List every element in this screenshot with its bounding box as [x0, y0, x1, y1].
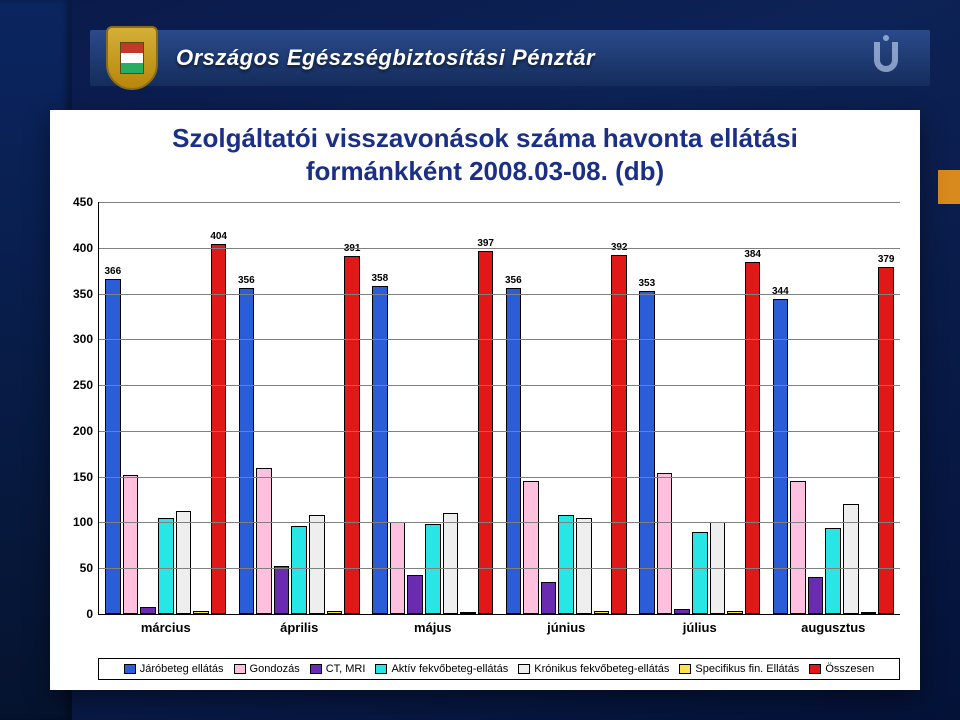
bar: 379 [878, 267, 894, 614]
legend-label: Összesen [825, 663, 874, 675]
legend-label: Krónikus fekvőbeteg-ellátás [534, 663, 669, 675]
category-label: április [233, 614, 367, 635]
legend-label: Specifikus fin. Ellátás [695, 663, 799, 675]
bar-group: 356391április [233, 202, 367, 614]
bar [309, 515, 325, 614]
y-tick: 300 [73, 332, 93, 346]
chart-title: Szolgáltatói visszavonások száma havonta… [50, 110, 920, 187]
bar [523, 481, 539, 614]
chart-title-line1: Szolgáltatói visszavonások száma havonta… [120, 122, 850, 155]
bar-value-label: 404 [210, 231, 227, 242]
legend-swatch [518, 664, 530, 674]
bar-group: 366404március [99, 202, 233, 614]
bar [407, 575, 423, 614]
crest-icon [106, 26, 158, 90]
y-tick: 0 [86, 607, 93, 621]
bar-group: 358397május [366, 202, 500, 614]
legend-item: Aktív fekvőbeteg-ellátás [375, 663, 508, 675]
legend-item: CT, MRI [310, 663, 366, 675]
org-logo-icon [862, 32, 910, 85]
bar: 384 [745, 262, 761, 614]
y-tick: 50 [80, 561, 93, 575]
bar: 404 [211, 244, 227, 614]
y-tick: 450 [73, 195, 93, 209]
bar-value-label: 358 [371, 273, 388, 284]
bar [843, 504, 859, 614]
chart-card: Szolgáltatói visszavonások száma havonta… [50, 110, 920, 690]
bar [558, 515, 574, 614]
bar-group: 353384július [633, 202, 767, 614]
side-tab [938, 170, 960, 204]
category-label: március [99, 614, 233, 635]
legend-label: Járóbeteg ellátás [140, 663, 224, 675]
legend-item: Gondozás [234, 663, 300, 675]
bar: 366 [105, 279, 121, 614]
bar [576, 518, 592, 614]
chart-plot: 366404március356391április358397május356… [98, 202, 900, 615]
bar [692, 532, 708, 614]
legend-item: Összesen [809, 663, 874, 675]
bar: 356 [239, 288, 255, 614]
bar [443, 513, 459, 614]
legend-swatch [679, 664, 691, 674]
bar-value-label: 344 [772, 286, 789, 297]
category-label: május [366, 614, 500, 635]
bar [158, 518, 174, 614]
bar [790, 481, 806, 614]
bar: 391 [344, 256, 360, 614]
bar [274, 566, 290, 614]
y-tick: 400 [73, 241, 93, 255]
chart-legend: Járóbeteg ellátás Gondozás CT, MRI Aktív fe… [98, 658, 900, 680]
app-header: Országos Egészségbiztosítási Pénztár [90, 30, 930, 86]
legend-swatch [124, 664, 136, 674]
bar: 392 [611, 255, 627, 614]
legend-label: Gondozás [250, 663, 300, 675]
bar [541, 582, 557, 614]
bar [176, 511, 192, 614]
y-tick: 100 [73, 515, 93, 529]
y-tick: 350 [73, 287, 93, 301]
legend-swatch [809, 664, 821, 674]
bar-value-label: 366 [104, 266, 121, 277]
bar-group: 344379augusztus [767, 202, 901, 614]
bar-group: 356392június [500, 202, 634, 614]
legend-label: Aktív fekvőbeteg-ellátás [391, 663, 508, 675]
legend-item: Járóbeteg ellátás [124, 663, 224, 675]
category-label: július [633, 614, 767, 635]
bar-value-label: 356 [238, 275, 255, 286]
bar [256, 468, 272, 614]
bar: 356 [506, 288, 522, 614]
bar [123, 475, 139, 614]
y-tick: 250 [73, 378, 93, 392]
legend-item: Specifikus fin. Ellátás [679, 663, 799, 675]
bar: 358 [372, 286, 388, 614]
chart-title-line2: formánkként 2008.03-08. (db) [120, 155, 850, 188]
legend-swatch [234, 664, 246, 674]
bar: 344 [773, 299, 789, 614]
legend-item: Krónikus fekvőbeteg-ellátás [518, 663, 669, 675]
bar-value-label: 379 [878, 254, 895, 265]
bar [657, 473, 673, 614]
app-title: Országos Egészségbiztosítási Pénztár [176, 45, 595, 71]
bar [291, 526, 307, 614]
bar-value-label: 384 [744, 249, 761, 260]
bar [140, 607, 156, 614]
bar [808, 577, 824, 614]
legend-swatch [310, 664, 322, 674]
bar-value-label: 353 [638, 278, 655, 289]
y-tick: 150 [73, 470, 93, 484]
bar: 397 [478, 251, 494, 614]
legend-label: CT, MRI [326, 663, 366, 675]
category-label: június [500, 614, 634, 635]
bar [825, 528, 841, 614]
category-label: augusztus [767, 614, 901, 635]
legend-swatch [375, 664, 387, 674]
bar-value-label: 356 [505, 275, 522, 286]
y-tick: 200 [73, 424, 93, 438]
